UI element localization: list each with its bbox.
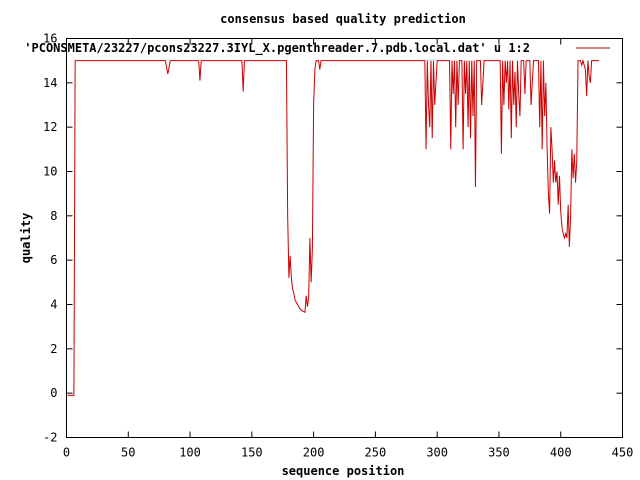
y-tick-label: 14: [43, 76, 57, 90]
x-tick-label: 300: [426, 446, 448, 460]
y-tick-label: 8: [50, 209, 57, 223]
plot-frame: [66, 38, 623, 438]
x-tick-label: 100: [179, 446, 201, 460]
y-tick-label: 16: [43, 32, 57, 46]
x-tick-label: 400: [550, 446, 572, 460]
legend-label: 'PCONSMETA/23227/pcons23227.3IYL_X.pgent…: [24, 41, 530, 56]
y-axis-label: quality: [19, 213, 33, 264]
legend: 'PCONSMETA/23227/pcons23227.3IYL_X.pgent…: [24, 41, 610, 56]
y-tick-label: 2: [50, 342, 57, 356]
x-tick-label: 50: [121, 446, 135, 460]
x-tick-label: 200: [303, 446, 325, 460]
x-tick-label: 0: [63, 446, 70, 460]
y-tick-label: 6: [50, 253, 57, 267]
y-axis: -2 0 2 4 6 8 10 12 14 16: [43, 32, 623, 445]
x-tick-label: 150: [241, 446, 263, 460]
x-tick-label: 250: [365, 446, 387, 460]
chart-title: consensus based quality prediction: [220, 12, 466, 26]
series-line: [67, 58, 600, 396]
y-tick-label: -2: [43, 431, 57, 445]
x-axis: 0 50 100 150 200 250 300 350 400 450: [63, 38, 634, 460]
x-tick-label: 350: [488, 446, 510, 460]
y-tick-label: 10: [43, 165, 57, 179]
y-tick-label: 4: [50, 298, 57, 312]
x-axis-label: sequence position: [282, 464, 405, 478]
y-tick-label: 12: [43, 120, 57, 134]
x-tick-label: 450: [612, 446, 634, 460]
y-tick-label: 0: [50, 386, 57, 400]
